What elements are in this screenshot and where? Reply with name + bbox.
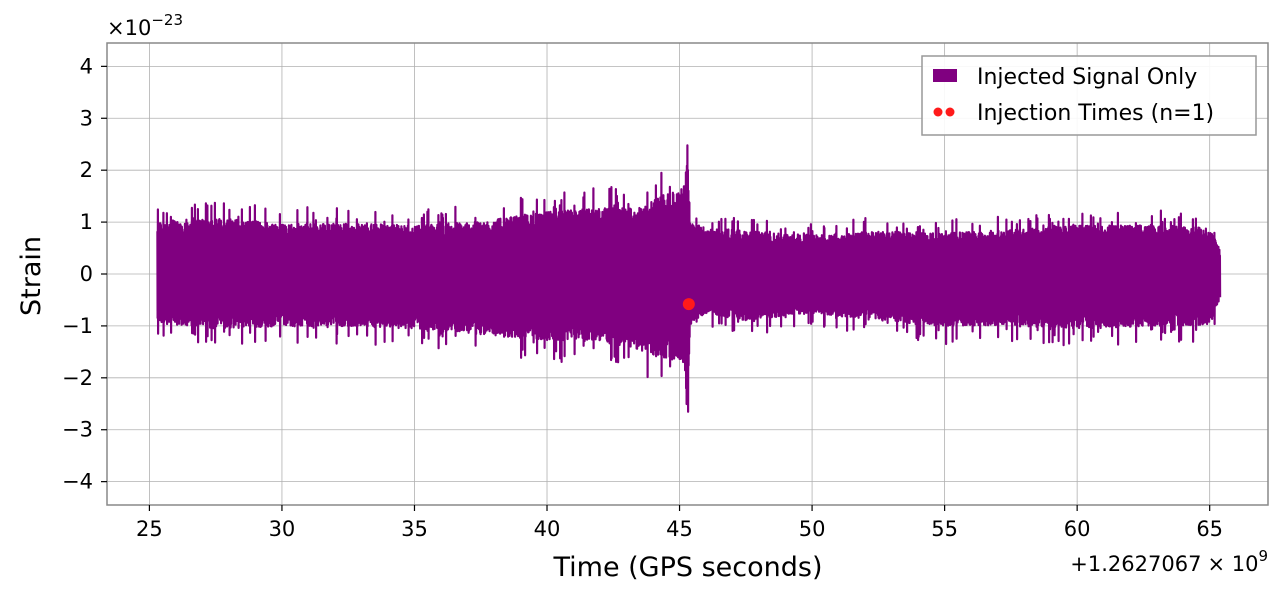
legend: Injected Signal Only Injection Times (n=…	[921, 55, 1257, 136]
y-tick-label: −3	[62, 418, 93, 442]
legend-label-injected-signal: Injected Signal Only	[977, 65, 1197, 90]
x-offset-label: +1.2627067 × 109	[1070, 547, 1268, 576]
y-scale-exponent: −23	[151, 11, 183, 29]
legend-marker-injection-times	[933, 107, 943, 117]
legend-swatch-injected-signal	[933, 69, 957, 82]
y-axis-label: Strain	[16, 236, 47, 316]
x-offset-exponent: 9	[1258, 547, 1268, 565]
x-offset-times: × 10	[1207, 552, 1258, 576]
x-tick-label: 30	[269, 517, 296, 541]
y-tick-label: −1	[62, 314, 93, 338]
x-tick-label: 35	[401, 517, 428, 541]
injected-signal-line	[156, 144, 1222, 413]
y-tick-label: 0	[80, 262, 93, 286]
x-tick-label: 50	[799, 517, 826, 541]
x-tick-label: 65	[1196, 517, 1223, 541]
legend-box	[921, 55, 1257, 136]
y-tick-label: 2	[80, 158, 93, 182]
x-axis-label: Time (GPS seconds)	[552, 552, 822, 583]
x-offset-value: +1.2627067	[1070, 552, 1201, 576]
y-tick-label: −2	[62, 366, 93, 390]
x-tick-label: 55	[931, 517, 958, 541]
y-scale-multiplier: ×10−23	[107, 11, 183, 40]
y-tick-label: −4	[62, 470, 93, 494]
legend-marker-injection-times	[945, 107, 955, 117]
plot-area	[156, 144, 1222, 413]
injection-time-point	[682, 298, 695, 311]
y-tick-label: 4	[80, 54, 93, 78]
axis-ticks: 25 30 35 40 45 50 55 60 65 4 3 2 1 0 −1 −2 −3 −4	[62, 54, 1223, 541]
y-tick-label: 3	[80, 106, 93, 130]
legend-label-injection-times: Injection Times (n=1)	[977, 101, 1214, 126]
x-tick-label: 25	[136, 517, 163, 541]
x-tick-label: 60	[1064, 517, 1091, 541]
y-tick-label: 1	[80, 210, 93, 234]
x-tick-label: 45	[666, 517, 693, 541]
y-scale-prefix: ×10	[107, 16, 151, 40]
x-tick-label: 40	[534, 517, 561, 541]
